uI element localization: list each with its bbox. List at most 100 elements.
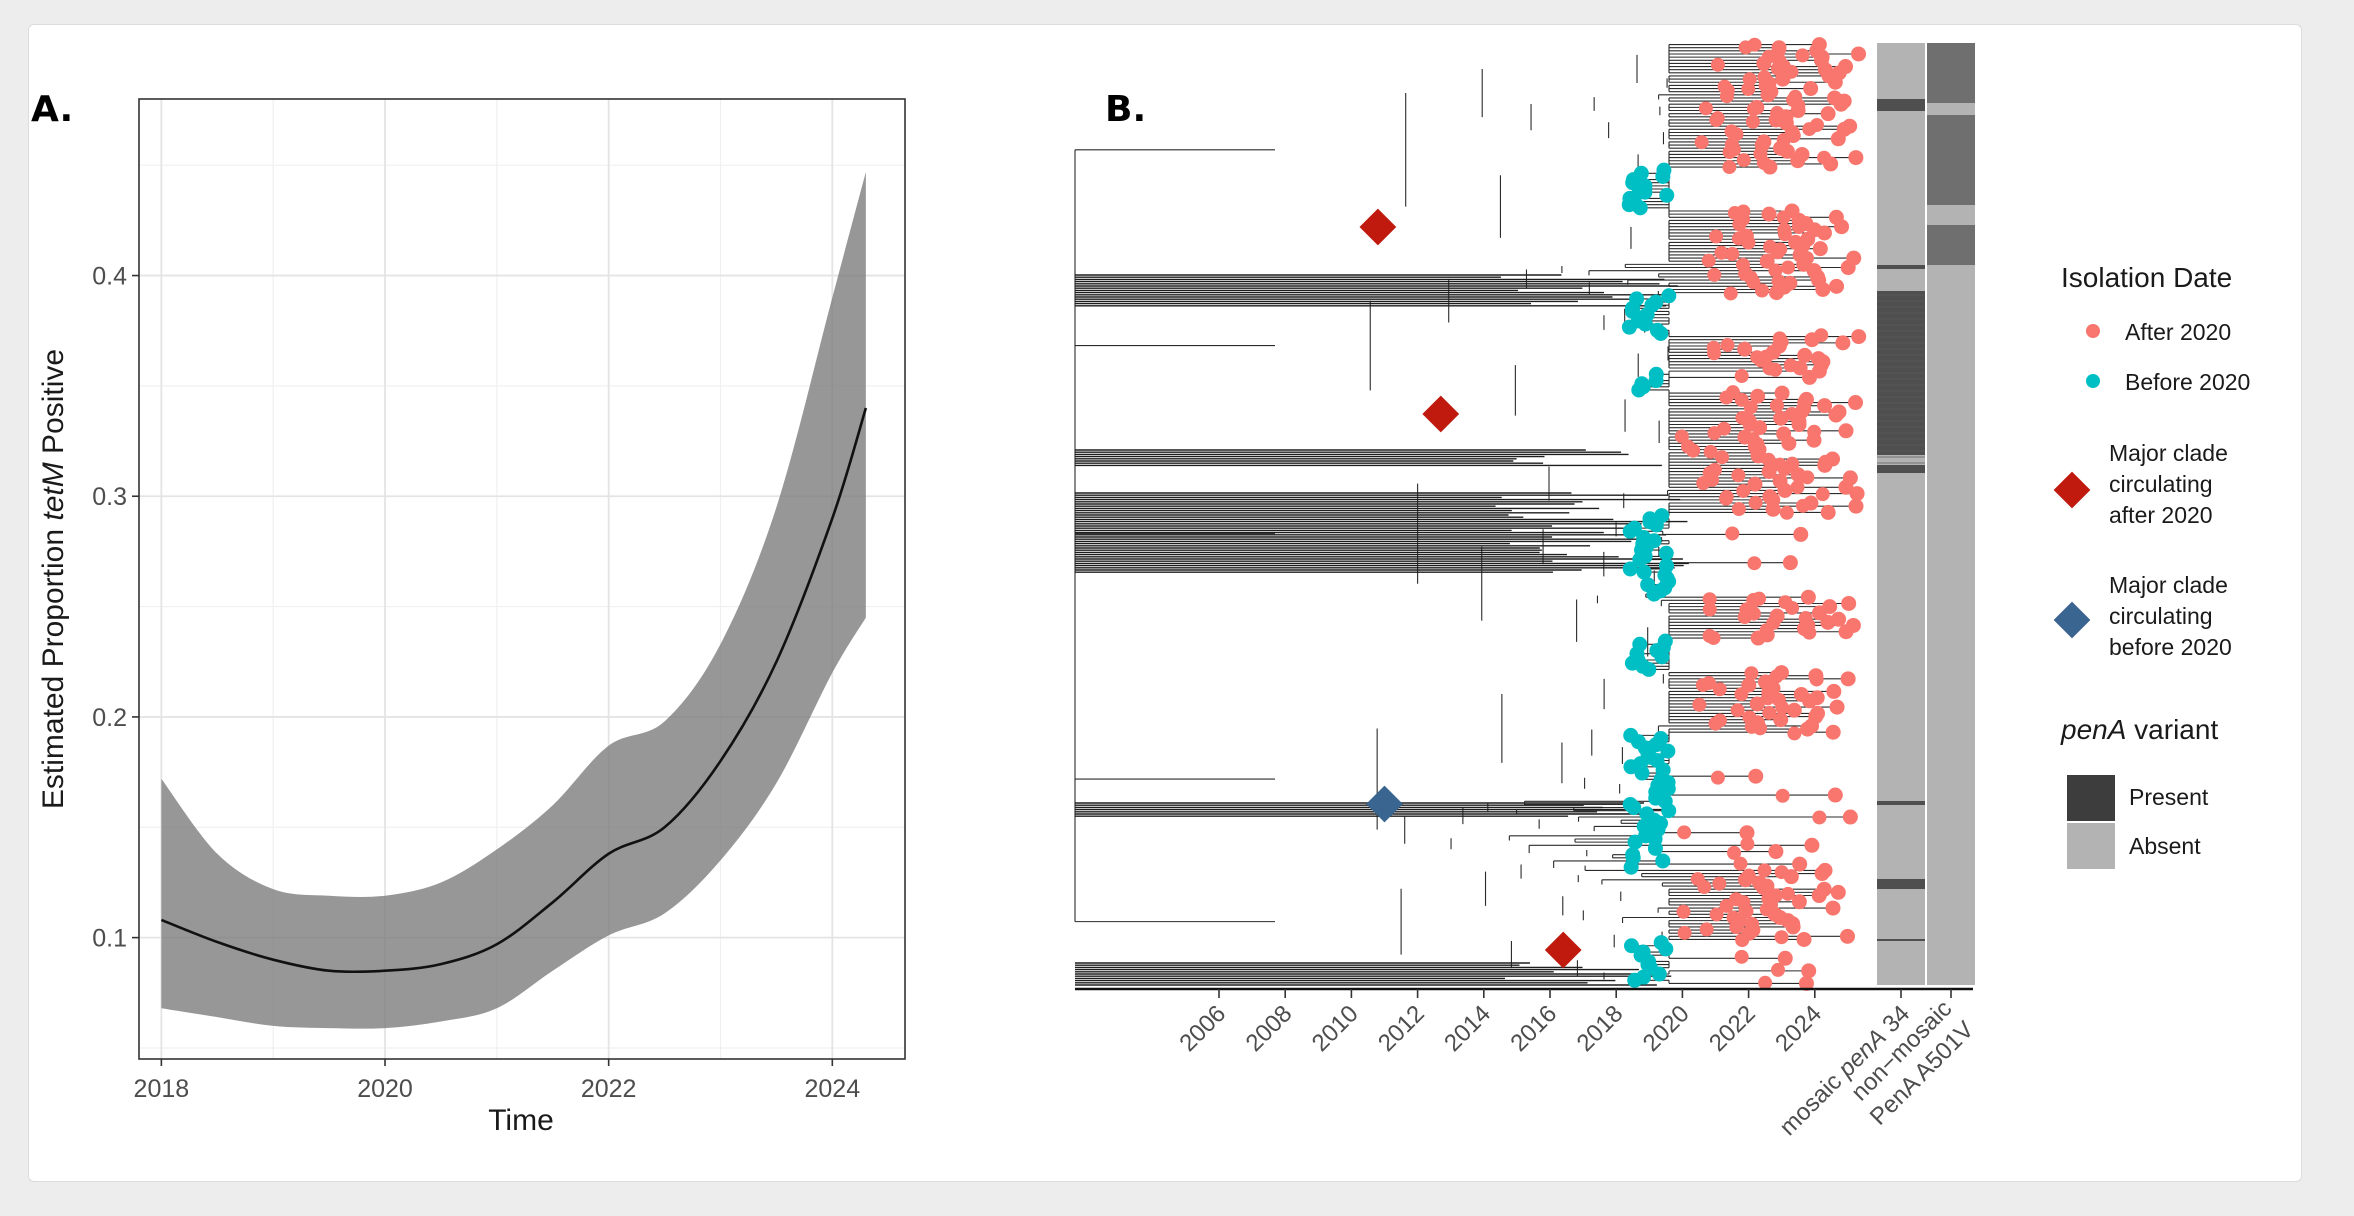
tree-x-tick-label: 2020 (1638, 1000, 1695, 1057)
tip-after-2020 (1748, 495, 1763, 510)
tree-x-tick-label: 2024 (1770, 1000, 1827, 1057)
tip-after-2020 (1695, 678, 1710, 693)
tip-after-2020 (1800, 470, 1815, 485)
tip-after-2020 (1710, 770, 1725, 785)
legend-clade-before-line: circulating (2109, 603, 2213, 629)
tree-x-tick-label: 2014 (1439, 1000, 1496, 1057)
tip-after-2020 (1826, 683, 1842, 699)
tip-after-2020 (1783, 869, 1799, 885)
tip-after-2020 (1725, 526, 1740, 541)
tip-after-2020 (1674, 429, 1689, 444)
tip-after-2020 (1750, 388, 1766, 404)
tip-after-2020 (1802, 369, 1818, 385)
tip-after-2020 (1779, 505, 1794, 520)
heatmap-present-cell (1927, 115, 1975, 205)
heatmap-present-cell (1877, 801, 1925, 805)
tip-after-2020 (1708, 716, 1723, 731)
x-tick-label: 2018 (134, 1075, 190, 1103)
tip-after-2020 (1730, 703, 1745, 718)
legend-absent-label: Absent (2129, 833, 2201, 859)
tip-before-2020 (1634, 765, 1650, 781)
tip-after-2020 (1780, 886, 1795, 901)
major-clade-marker-before-2020 (1366, 785, 1403, 823)
tip-after-2020 (1762, 159, 1778, 175)
estimate-line (160, 407, 868, 974)
y-axis-label: Estimated Proportion tetM Positive (37, 349, 70, 809)
tip-before-2020 (1654, 649, 1670, 665)
panel-b-label: B. (1105, 89, 1146, 130)
tip-after-2020 (1802, 625, 1817, 640)
tip-after-2020 (1752, 420, 1768, 436)
tip-after-2020 (1737, 610, 1752, 625)
tip-after-2020 (1785, 919, 1801, 935)
tip-after-2020 (1734, 687, 1749, 702)
tip-after-2020 (1743, 400, 1758, 415)
tip-after-2020 (1703, 444, 1718, 459)
tip-before-2020 (1636, 564, 1652, 580)
heatmap-present-cell (1877, 99, 1925, 111)
tip-after-2020 (1803, 81, 1819, 97)
tip-after-2020 (1774, 930, 1789, 945)
panel-b: B. 2006 2008 2010 2012 2014 2016 2018 2020 2022 2… (1074, 37, 2250, 1141)
tip-after-2020 (1814, 866, 1830, 882)
tip-after-2020 (1795, 498, 1810, 513)
tree-x-tick-label: 2018 (1572, 1000, 1629, 1057)
tip-after-2020 (1800, 721, 1816, 737)
tip-after-2020 (1719, 898, 1734, 913)
tip-after-2020 (1709, 907, 1724, 922)
phylogenetic-tree-tips (1621, 37, 1867, 991)
tip-after-2020 (1719, 491, 1734, 506)
tip-before-2020 (1648, 373, 1664, 389)
legend-pena-title: penA variant (2060, 714, 2218, 745)
tip-after-2020 (1760, 87, 1776, 103)
legend-pena-title-rest: variant (2126, 714, 2218, 745)
tip-after-2020 (1777, 460, 1793, 476)
legend-clade-after-line: after 2020 (2109, 502, 2213, 528)
tip-after-2020 (1706, 630, 1721, 645)
tip-after-2020 (1797, 347, 1813, 363)
tip-after-2020 (1709, 229, 1724, 244)
plot-a-y-ticks: 0.1 0.2 0.3 0.4 (92, 263, 139, 953)
tip-before-2020 (1641, 661, 1657, 677)
legend: Isolation Date After 2020 Before 2020 Ma… (2053, 262, 2250, 869)
tip-after-2020 (1697, 880, 1712, 895)
tip-after-2020 (1702, 592, 1717, 607)
tip-after-2020 (1825, 900, 1841, 916)
figure-card: A. 0.1 0.2 0.3 0.4 2018 2020 2022 2024 Time Es… (28, 24, 2302, 1182)
tip-after-2020 (1769, 285, 1785, 301)
tip-after-2020 (1817, 398, 1833, 414)
pena-heatmap (1877, 43, 1975, 985)
tip-after-2020 (1714, 245, 1729, 260)
phylogenetic-tree-edges (1074, 44, 1859, 986)
tip-after-2020 (1747, 556, 1762, 571)
tip-after-2020 (1765, 501, 1781, 517)
tip-after-2020 (1827, 74, 1843, 90)
tip-before-2020 (1627, 972, 1643, 988)
tip-after-2020 (1790, 103, 1806, 119)
tree-x-tick-label: 2010 (1307, 1000, 1364, 1057)
tip-after-2020 (1741, 82, 1756, 97)
tip-after-2020 (1815, 281, 1831, 297)
tree-x-tick-label: 2022 (1704, 1000, 1761, 1057)
tip-before-2020 (1658, 941, 1674, 957)
tip-after-2020 (1771, 962, 1786, 977)
tip-before-2020 (1631, 382, 1647, 398)
major-clade-markers (1359, 208, 1582, 969)
tip-after-2020 (1773, 712, 1789, 728)
tip-after-2020 (1731, 468, 1746, 483)
tip-after-2020 (1714, 450, 1729, 465)
tip-after-2020 (1839, 928, 1855, 944)
tip-after-2020 (1749, 696, 1765, 712)
panel-a: A. 0.1 0.2 0.3 0.4 2018 2020 2022 2024 Time Es… (31, 89, 906, 1137)
tip-after-2020 (1719, 89, 1734, 104)
tip-after-2020 (1830, 884, 1846, 900)
tip-after-2020 (1775, 700, 1790, 715)
tip-after-2020 (1707, 267, 1722, 282)
legend-clade-before-line: Major clade (2109, 572, 2228, 598)
tip-before-2020 (1661, 288, 1677, 304)
tip-before-2020 (1621, 319, 1637, 335)
heatmap-present-cell (1927, 225, 1975, 265)
tip-after-2020 (1841, 595, 1857, 611)
tip-after-2020 (1820, 614, 1836, 630)
tree-x-tick-label: 2006 (1174, 1000, 1231, 1057)
